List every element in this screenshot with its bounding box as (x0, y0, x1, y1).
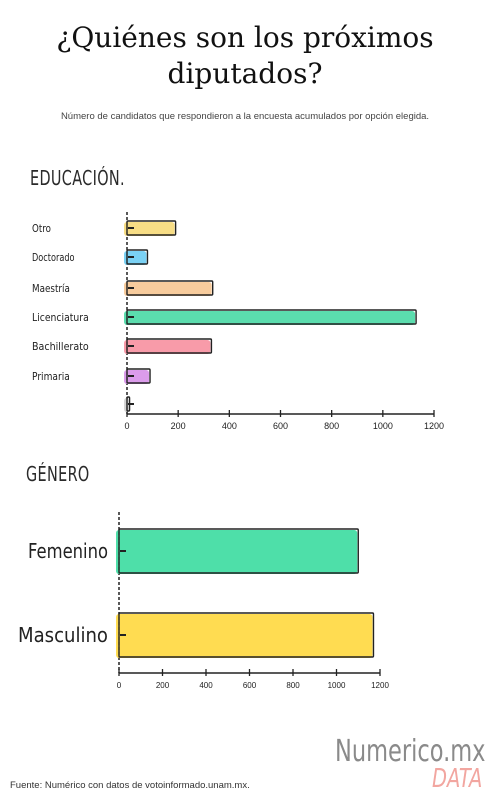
x-tick-label: 0 (117, 681, 122, 690)
category-label: Femenino (28, 539, 108, 563)
gender-section-title: GÉNERO (26, 462, 90, 486)
title-text: ¿Quiénes son los próximos diputados? (56, 21, 434, 90)
x-tick-label: 1200 (371, 681, 389, 690)
x-tick-label: 600 (273, 421, 288, 431)
category-label: Primaria (32, 370, 70, 383)
x-tick-label: 1200 (424, 421, 444, 431)
bar-outline (118, 528, 359, 574)
bar-outline (126, 280, 214, 296)
category-label: Doctorado (32, 251, 75, 264)
bar-outline (126, 309, 417, 325)
bar-fill (116, 530, 358, 574)
education-section-title: EDUCACIÓN. (30, 166, 125, 190)
category-label: Bachillerato (32, 340, 89, 353)
bar-outline (118, 612, 375, 658)
bar-outline (126, 338, 213, 354)
x-tick-label: 800 (286, 681, 300, 690)
category-label: Licenciatura (32, 311, 89, 324)
brand-logo: Numerico.mx (335, 734, 486, 769)
chart-subtitle: Número de candidatos que respondieron a … (60, 111, 430, 122)
bar-fill (124, 340, 211, 354)
bar-fill (124, 370, 150, 384)
bar-fill (116, 614, 373, 658)
x-tick-label: 800 (324, 421, 339, 431)
bar-fill (124, 311, 416, 325)
x-tick-label: 600 (243, 681, 257, 690)
bar-fill (124, 282, 212, 296)
bar-outline (126, 368, 151, 384)
bar-outline (126, 220, 177, 236)
bar-outline (126, 249, 149, 265)
bar-fill (124, 251, 147, 265)
brand-tag: DATA (432, 764, 483, 794)
category-label: Otro (32, 222, 51, 235)
category-label: Maestría (32, 282, 70, 295)
x-tick-label: 400 (222, 421, 237, 431)
x-tick-label: 200 (156, 681, 170, 690)
x-tick-label: 1000 (373, 421, 393, 431)
chart-title: ¿Quiénes son los próximos diputados? (0, 20, 490, 92)
category-label: Masculino (18, 623, 108, 647)
x-tick-label: 400 (199, 681, 213, 690)
bar-fill (124, 222, 175, 236)
x-tick-label: 1000 (328, 681, 346, 690)
x-tick-label: 200 (171, 421, 186, 431)
source-footer: Fuente: Numérico con datos de votoinform… (10, 780, 250, 791)
x-tick-label: 0 (124, 421, 129, 431)
